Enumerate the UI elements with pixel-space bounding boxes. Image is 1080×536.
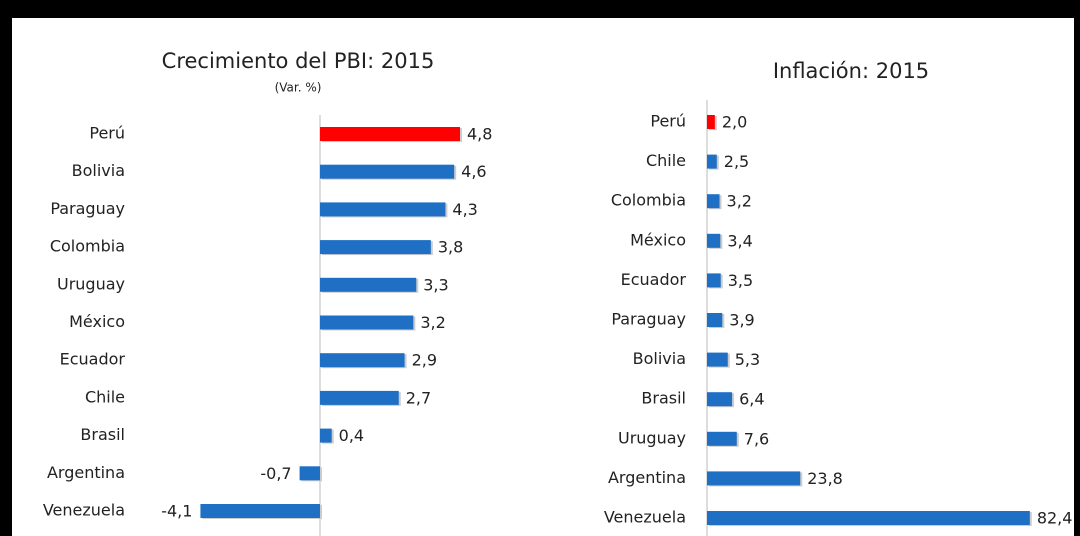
category-label: Colombia bbox=[611, 191, 686, 210]
category-label: Ecuador bbox=[621, 270, 687, 289]
bar bbox=[200, 504, 320, 518]
category-label: Argentina bbox=[47, 463, 125, 482]
value-label: 4,6 bbox=[461, 162, 486, 181]
bar bbox=[320, 164, 455, 179]
category-label: Ecuador bbox=[60, 350, 126, 369]
bar bbox=[707, 154, 717, 169]
bar bbox=[320, 127, 460, 141]
chart-subtitle: (Var. %) bbox=[275, 81, 322, 95]
category-label: México bbox=[630, 230, 686, 249]
value-label: 3,5 bbox=[728, 271, 753, 290]
value-label: 3,3 bbox=[423, 275, 448, 294]
bar bbox=[320, 353, 405, 368]
value-label: -4,1 bbox=[161, 502, 192, 521]
background bbox=[12, 18, 1074, 536]
value-label: -0,7 bbox=[260, 464, 291, 483]
bar bbox=[299, 466, 320, 481]
value-label: 4,8 bbox=[467, 125, 492, 144]
value-label: 3,2 bbox=[420, 313, 445, 332]
category-label: Venezuela bbox=[604, 508, 686, 527]
bar bbox=[707, 233, 721, 248]
value-label: 6,4 bbox=[739, 390, 764, 409]
category-label: Argentina bbox=[608, 468, 686, 487]
category-label: Venezuela bbox=[43, 501, 125, 520]
value-label: 2,5 bbox=[724, 152, 749, 171]
value-label: 7,6 bbox=[744, 429, 769, 448]
value-label: 3,9 bbox=[729, 311, 754, 330]
category-label: Paraguay bbox=[50, 199, 125, 218]
category-label: Colombia bbox=[50, 237, 125, 256]
category-label: Uruguay bbox=[57, 274, 125, 293]
chart-title: Inflación: 2015 bbox=[773, 59, 929, 83]
category-label: México bbox=[69, 312, 125, 331]
value-label: 82,4 bbox=[1037, 509, 1073, 528]
chart-title: Crecimiento del PBI: 2015 bbox=[162, 49, 435, 73]
bar bbox=[320, 202, 446, 217]
category-label: Chile bbox=[646, 151, 686, 170]
category-label: Paraguay bbox=[611, 310, 686, 329]
bar bbox=[320, 240, 431, 255]
value-label: 5,3 bbox=[735, 350, 760, 369]
value-label: 2,0 bbox=[722, 113, 747, 132]
value-label: 3,2 bbox=[727, 192, 752, 211]
value-label: 4,3 bbox=[452, 200, 477, 219]
category-label: Brasil bbox=[641, 389, 686, 408]
bar bbox=[707, 273, 721, 288]
bar bbox=[320, 390, 399, 405]
value-label: 3,4 bbox=[727, 231, 752, 250]
value-label: 2,9 bbox=[412, 351, 437, 370]
category-label: Perú bbox=[650, 112, 686, 131]
value-label: 2,7 bbox=[406, 388, 431, 407]
category-label: Perú bbox=[89, 124, 125, 143]
category-label: Bolivia bbox=[633, 349, 686, 368]
bar bbox=[320, 428, 332, 443]
bar bbox=[320, 277, 417, 292]
value-label: 0,4 bbox=[339, 426, 364, 445]
bar bbox=[707, 471, 801, 486]
value-label: 3,8 bbox=[438, 238, 463, 257]
bar bbox=[707, 313, 723, 327]
bar bbox=[707, 115, 715, 129]
category-label: Uruguay bbox=[618, 428, 686, 447]
bar bbox=[707, 431, 737, 446]
bar bbox=[707, 392, 733, 407]
category-label: Bolivia bbox=[72, 161, 125, 180]
category-label: Chile bbox=[85, 387, 125, 406]
bar bbox=[707, 352, 728, 367]
bar bbox=[707, 194, 720, 209]
bar bbox=[320, 315, 414, 330]
category-label: Brasil bbox=[80, 425, 125, 444]
value-label: 23,8 bbox=[807, 469, 843, 488]
bar bbox=[707, 511, 1030, 525]
